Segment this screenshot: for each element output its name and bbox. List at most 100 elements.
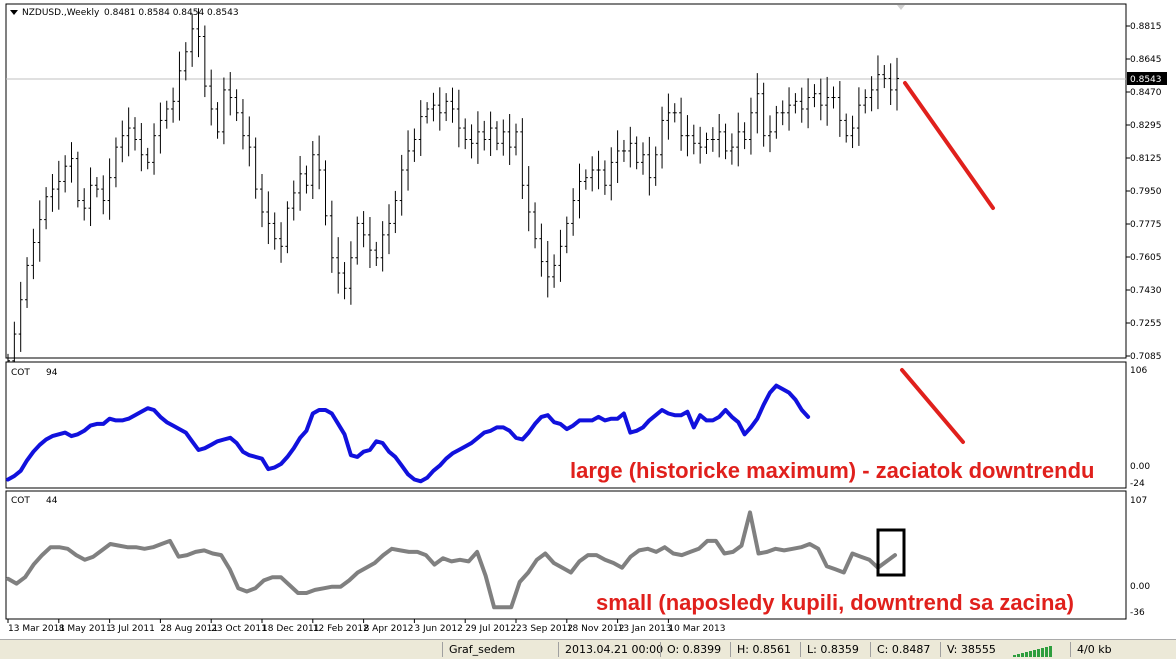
- cot-small-axis-top: 107: [1130, 496, 1147, 506]
- annotation-small: small (naposledy kupili, downtrend sa za…: [596, 590, 1074, 615]
- ohlc-bar: [837, 81, 842, 137]
- ohlc-bar: [279, 222, 284, 263]
- ohlc-bar: [310, 141, 315, 200]
- ohlc-bar: [609, 147, 614, 201]
- ohlc-bar: [755, 73, 760, 134]
- price-axis-label: 0.8815: [1130, 22, 1162, 32]
- ohlc-bar: [888, 63, 893, 106]
- ohlc-bar: [380, 221, 385, 272]
- price-axis-label: 0.8125: [1130, 154, 1162, 164]
- cot-large-axis-mid: 0.00: [1130, 462, 1150, 472]
- ohlc-bar: [691, 124, 696, 155]
- ohlc-bar: [615, 130, 620, 183]
- ohlc-bar: [621, 139, 626, 162]
- status-close: C: 0.8487: [870, 642, 939, 657]
- ohlc-bar: [418, 100, 423, 156]
- ohlc-bar: [729, 133, 734, 165]
- status-profile[interactable]: Graf_sedem: [442, 642, 557, 657]
- ohlc-bar: [850, 115, 855, 149]
- ohlc-bar: [272, 212, 277, 250]
- ohlc-bar: [69, 142, 74, 183]
- ohlc-bar: [558, 229, 563, 282]
- price-axis-label: 0.7255: [1130, 319, 1162, 329]
- chart-shift-marker-icon[interactable]: [897, 5, 905, 10]
- time-axis-label: 3 Jul 2011: [110, 624, 155, 634]
- ohlc-bar: [444, 93, 449, 122]
- time-axis-label: 23 Oct 2011: [211, 624, 267, 634]
- ohlc-bar: [564, 216, 569, 254]
- ohlc-bar: [266, 191, 271, 245]
- ohlc-bar: [406, 130, 411, 191]
- ohlc-bar: [539, 223, 544, 277]
- ohlc-text: 0.8481 0.8584 0.8454 0.8543: [104, 8, 239, 18]
- ohlc-bar: [526, 166, 531, 232]
- symbol-label: NZDUSD.,Weekly: [22, 8, 100, 18]
- ohlc-bars: [6, 8, 899, 380]
- ohlc-bar: [685, 115, 690, 157]
- ohlc-bar: [323, 160, 328, 226]
- ohlc-bar: [44, 187, 49, 230]
- ohlc-bar: [298, 155, 303, 211]
- ohlc-bar: [234, 89, 239, 122]
- status-low: L: 0.8359: [800, 642, 869, 657]
- cot-small-value: 44: [46, 496, 58, 506]
- ohlc-bar: [552, 254, 557, 288]
- time-axis-label: 18 Nov 2012: [567, 624, 625, 634]
- ohlc-bar: [793, 93, 798, 114]
- ohlc-bar: [317, 135, 322, 190]
- time-axis-label: 8 Apr 2012: [364, 624, 414, 634]
- cot-small-series-line: [6, 510, 897, 610]
- price-axis-label: 0.7430: [1130, 286, 1162, 296]
- ohlc-bar: [247, 116, 252, 167]
- ohlc-bar: [113, 137, 118, 188]
- current-price-badge: [1127, 72, 1167, 85]
- ohlc-bar: [787, 87, 792, 131]
- ohlc-bar: [469, 124, 474, 159]
- status-datetime: 2013.04.21 00:00: [558, 642, 663, 657]
- ohlc-bar: [533, 202, 538, 249]
- ohlc-bar: [482, 120, 487, 151]
- ohlc-bar: [18, 281, 23, 352]
- ohlc-bar: [285, 201, 290, 254]
- time-axis-label: 13 Jan 2013: [618, 624, 672, 634]
- ohlc-bar: [37, 200, 42, 262]
- time-axis-label: 3 Jun 2012: [414, 624, 462, 634]
- price-axis-label: 0.8295: [1130, 121, 1162, 131]
- ohlc-bar: [679, 97, 684, 151]
- cot-large-panel[interactable]: [5, 361, 1127, 489]
- ohlc-bar: [202, 25, 207, 98]
- ohlc-bar: [425, 102, 430, 124]
- price-panel[interactable]: [5, 3, 1127, 359]
- ohlc-bar: [196, 8, 201, 58]
- ohlc-bar: [221, 77, 226, 145]
- ohlc-bar: [393, 190, 398, 234]
- ohlc-bar: [831, 86, 836, 109]
- ohlc-bar: [183, 42, 188, 81]
- price-axis-label: 0.7775: [1130, 220, 1162, 230]
- ohlc-bar: [818, 78, 823, 121]
- time-axis-label: 23 Sep 2012: [516, 624, 573, 634]
- ohlc-bar: [634, 136, 639, 170]
- ohlc-bar: [698, 126, 703, 164]
- ohlc-bar: [82, 188, 87, 221]
- ohlc-bar: [399, 154, 404, 216]
- ohlc-bar: [228, 72, 233, 116]
- ohlc-bar: [177, 51, 182, 121]
- ohlc-bar: [672, 103, 677, 123]
- ohlc-bar: [152, 123, 157, 175]
- cot-large-axis-bottom: -24: [1130, 479, 1145, 489]
- ohlc-bar: [882, 65, 887, 89]
- dropdown-triangle-icon[interactable]: [10, 10, 18, 15]
- downtrend-arrow-cot-large: [900, 368, 965, 444]
- ohlc-bar: [336, 237, 341, 294]
- ohlc-bar: [387, 204, 391, 255]
- ohlc-bar: [710, 127, 715, 152]
- ohlc-bar: [514, 123, 518, 156]
- ohlc-bar: [361, 211, 366, 248]
- ohlc-bar: [120, 120, 125, 163]
- ohlc-bar: [88, 167, 93, 227]
- cot-small-axis-mid: 0.00: [1130, 582, 1150, 592]
- time-axis-label: 18 Dec 2011: [262, 624, 320, 634]
